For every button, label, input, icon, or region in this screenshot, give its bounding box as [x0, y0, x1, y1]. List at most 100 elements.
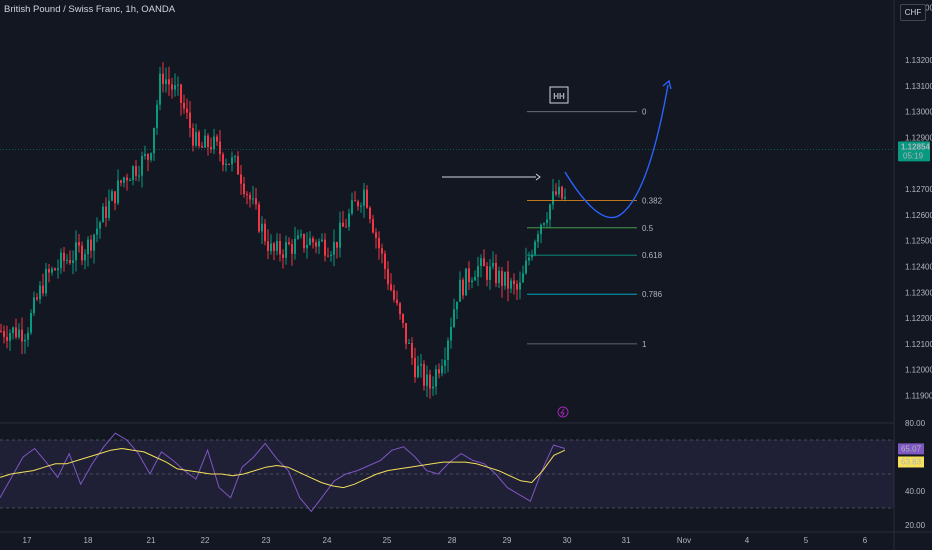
- price-tick: 1.12700: [905, 185, 932, 194]
- candle-body: [288, 242, 290, 245]
- candle-body: [150, 153, 152, 160]
- candle-body: [414, 357, 416, 378]
- candle-body: [267, 241, 269, 252]
- candle-body: [171, 84, 173, 90]
- candle-body: [423, 364, 425, 386]
- candle-body: [237, 156, 239, 175]
- candle-body: [378, 238, 380, 249]
- current-price-tag: [898, 141, 930, 162]
- candle-body: [429, 374, 431, 389]
- candle-body: [300, 234, 302, 236]
- candle-body: [555, 191, 557, 195]
- candle-body: [459, 279, 461, 302]
- candle-body: [441, 365, 443, 374]
- candle-body: [348, 213, 350, 227]
- candle-body: [306, 244, 308, 249]
- candle-body: [123, 177, 125, 183]
- candle-body: [213, 136, 215, 150]
- candle-body: [240, 174, 242, 184]
- candle-body: [252, 198, 254, 200]
- time-tick: 22: [201, 536, 210, 545]
- candle-body: [84, 254, 86, 261]
- candle-body: [156, 104, 158, 128]
- candle-body: [408, 343, 410, 345]
- price-tick: 1.12500: [905, 237, 932, 246]
- candle-body: [468, 268, 470, 283]
- candle-body: [549, 204, 551, 220]
- projection-arrowhead: [662, 79, 672, 90]
- candle-body: [99, 222, 101, 229]
- candle-body: [384, 253, 386, 270]
- candle-body: [510, 280, 512, 289]
- candle-body: [261, 223, 263, 232]
- time-tick: 6: [863, 536, 868, 545]
- candle-body: [528, 257, 530, 261]
- candle-body: [363, 189, 365, 206]
- candle-body: [231, 157, 233, 165]
- candle-body: [324, 239, 326, 256]
- candle-body: [183, 102, 185, 109]
- candle-body: [210, 146, 212, 150]
- candle-body: [519, 282, 521, 290]
- candle-body: [198, 132, 200, 146]
- candle-body: [279, 240, 281, 255]
- candle-body: [438, 369, 440, 374]
- candle-body: [543, 223, 545, 225]
- candle-body: [21, 329, 23, 342]
- candle-body: [93, 234, 95, 251]
- candle-body: [264, 223, 266, 242]
- candle-body: [39, 285, 41, 300]
- candle-body: [30, 313, 32, 333]
- currency-button[interactable]: CHF: [900, 4, 926, 21]
- candle-body: [351, 200, 353, 214]
- time-tick: 18: [84, 536, 93, 545]
- candle-body: [27, 332, 29, 340]
- rsi-pane: 80.00 40.00 20.00 65.07 63.83: [0, 419, 926, 530]
- candle-body: [153, 127, 155, 154]
- time-tick: 5: [804, 536, 809, 545]
- fib-level-label: 0.786: [642, 290, 663, 299]
- candle-body: [480, 258, 482, 266]
- candle-body: [303, 234, 305, 249]
- candle-body: [558, 186, 560, 195]
- candle-body: [396, 299, 398, 304]
- candle-body: [504, 271, 506, 286]
- candle-body: [63, 252, 65, 261]
- candle-body: [246, 194, 248, 196]
- candle-body: [114, 191, 116, 204]
- candle-body: [225, 163, 227, 166]
- time-tick: Nov: [677, 536, 691, 545]
- price-tick: 1.12600: [905, 211, 932, 220]
- candle-body: [132, 166, 134, 181]
- candle-body: [216, 136, 218, 142]
- time-tick: 25: [383, 536, 392, 545]
- time-tick: 24: [323, 536, 332, 545]
- candle-body: [228, 163, 230, 165]
- time-tick: 31: [622, 536, 631, 545]
- candle-body: [66, 259, 68, 261]
- arrow-head: [535, 173, 541, 181]
- candle-body: [291, 244, 293, 254]
- candle-body: [417, 365, 419, 378]
- candle-body: [6, 336, 8, 341]
- candle-body: [561, 186, 563, 199]
- candle-body: [534, 241, 536, 255]
- candle-body: [501, 270, 503, 286]
- rsi-ma-tag: [898, 456, 924, 468]
- candle-body: [9, 333, 11, 341]
- candle-body: [483, 258, 485, 267]
- time-tick: 28: [448, 536, 457, 545]
- candle-body: [180, 84, 182, 103]
- candle-body: [207, 135, 209, 147]
- candle-body: [75, 242, 77, 261]
- candle-body: [333, 241, 335, 255]
- fib-level-label: 0.5: [642, 224, 654, 233]
- candle-body: [495, 262, 497, 284]
- candle-body: [168, 79, 170, 85]
- rsi-tick: 80.00: [905, 419, 926, 428]
- candle-body: [33, 297, 35, 314]
- candle-body: [96, 228, 98, 235]
- candle-body: [552, 191, 554, 205]
